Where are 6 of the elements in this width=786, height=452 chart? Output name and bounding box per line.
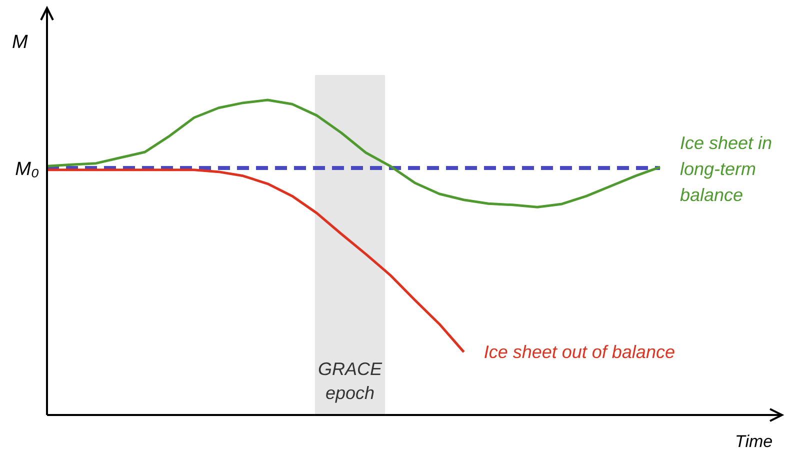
x-axis-title: Time bbox=[735, 432, 773, 451]
series-label: Ice sheet in long-term balance bbox=[680, 133, 772, 206]
series-label: Ice sheet out of balance bbox=[484, 342, 675, 362]
annotation: GRACE epoch bbox=[318, 359, 383, 403]
y-axis-title: M bbox=[12, 32, 28, 53]
ref-line-label: M₀ bbox=[15, 159, 39, 180]
